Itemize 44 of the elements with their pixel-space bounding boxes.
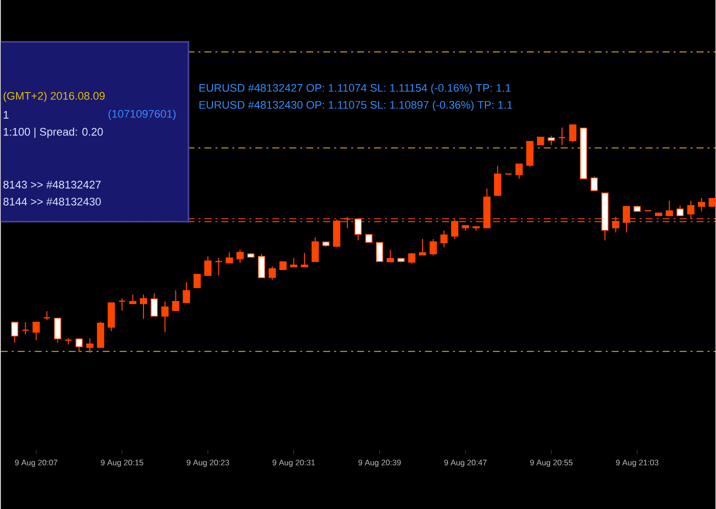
candlestick xyxy=(666,200,673,216)
candlestick xyxy=(430,238,437,256)
candlestick xyxy=(75,338,83,353)
annotation: 8144 >> #48132430 xyxy=(3,198,101,206)
candlestick xyxy=(11,322,18,344)
candlestick xyxy=(376,242,384,262)
candlestick xyxy=(172,290,180,312)
candlestick xyxy=(54,318,62,344)
candlestick xyxy=(22,322,30,335)
text: 1 xyxy=(4,110,9,119)
annotation: 8143 >> #48132427 xyxy=(3,180,101,189)
candlestick xyxy=(569,124,576,143)
candlestick xyxy=(194,274,201,288)
candlestick xyxy=(386,249,394,262)
text: EURUSD #48132427 OP: 1.11074 SL: 1.11154 (-0.16%) TP: 1.1 xyxy=(200,84,511,94)
candlestick xyxy=(129,294,136,304)
text: EURUSD #48132430 OP: 1.11075 SL: 1.10897 (-0.36%) TP: 1.1 xyxy=(200,100,512,111)
candlestick xyxy=(236,249,244,264)
candlestick xyxy=(300,252,308,268)
candlestick xyxy=(418,238,426,256)
candlestick xyxy=(494,165,502,196)
candlestick xyxy=(118,298,126,312)
candlestick xyxy=(698,197,706,212)
candlestick xyxy=(204,256,212,276)
candlestick xyxy=(515,163,523,180)
candlestick xyxy=(312,236,319,262)
candlestick xyxy=(548,135,555,146)
candlestick xyxy=(150,292,158,317)
candlestick xyxy=(590,176,598,192)
candlestick xyxy=(526,140,534,168)
candlestick xyxy=(161,300,169,333)
annotation: 1:100 | Spread: 0.20 xyxy=(4,128,103,138)
text: (1071097601) xyxy=(108,110,176,120)
text: (GMT+2) 2016.08.09 xyxy=(4,92,105,102)
candlestick xyxy=(182,282,190,304)
candlestick xyxy=(408,252,416,264)
candlestick xyxy=(440,230,448,248)
candlestick xyxy=(86,338,94,354)
candlestick xyxy=(258,253,266,278)
candlestick xyxy=(268,266,276,280)
candlestick xyxy=(140,294,148,320)
candlestick xyxy=(32,322,40,341)
candlestick xyxy=(676,204,684,216)
candlestick xyxy=(226,252,233,264)
